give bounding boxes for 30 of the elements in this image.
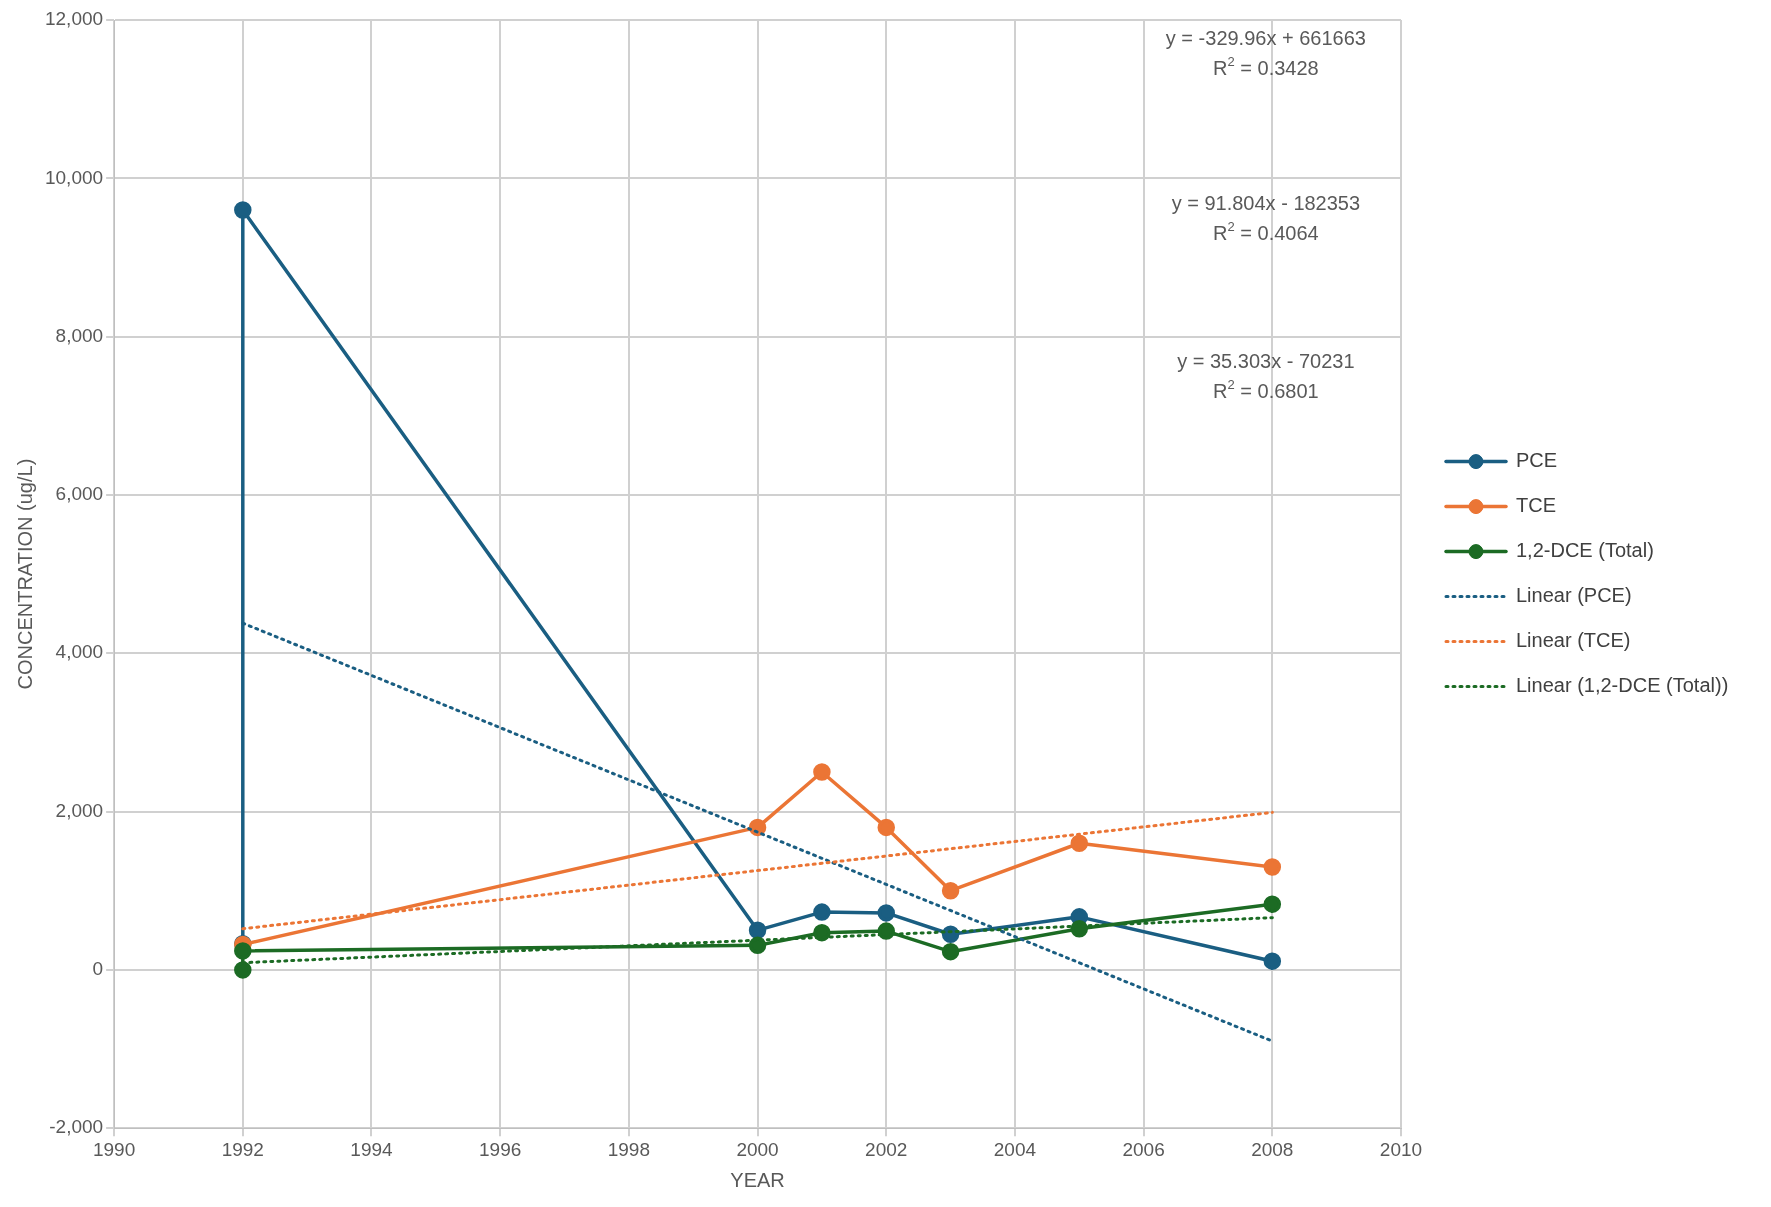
y-tick-label: 12,000 — [44, 8, 104, 30]
annotation: y = -329.96x + 661663 — [1165, 27, 1366, 49]
x-tick-label: 1992 — [221, 1138, 264, 1160]
x-axis-title: YEAR — [730, 1168, 785, 1191]
y-tick-label: 2,000 — [55, 799, 104, 821]
x-tick-label: 2002 — [865, 1138, 908, 1160]
y-axis-title: CONCENTRATION (ug/L) — [13, 458, 36, 690]
legend-label: Linear (TCE) — [1516, 629, 1631, 652]
legend-label: TCE — [1516, 494, 1556, 517]
x-tick-label: 2006 — [1122, 1138, 1165, 1160]
y-tick-label: 8,000 — [55, 324, 104, 346]
y-tick-label: 6,000 — [55, 483, 104, 505]
legend-label: PCE — [1516, 449, 1558, 472]
x-tick-label: 2004 — [993, 1138, 1037, 1160]
x-tick-label: 1990 — [92, 1138, 136, 1160]
annotation: y = 91.804x - 182353 — [1171, 192, 1361, 214]
x-tick-label: 1994 — [350, 1138, 394, 1160]
legend-label: Linear (PCE) — [1516, 584, 1632, 607]
legend-label: Linear (1,2-DCE (Total)) — [1516, 674, 1729, 697]
x-tick-label: 2000 — [736, 1138, 779, 1160]
y-tick-label: 10,000 — [44, 166, 104, 188]
annotation: y = 35.303x - 70231 — [1177, 350, 1355, 372]
y-tick-label: 4,000 — [55, 641, 104, 663]
x-tick-label: 2010 — [1379, 1138, 1423, 1160]
x-tick-label: 2008 — [1251, 1138, 1294, 1160]
x-tick-label: 1998 — [607, 1138, 651, 1160]
legend-label: 1,2-DCE (Total) — [1516, 539, 1654, 562]
x-tick-label: 1996 — [479, 1138, 522, 1160]
y-tick-label: 0 — [92, 958, 104, 980]
y-tick-label: -2,000 — [49, 1116, 104, 1138]
